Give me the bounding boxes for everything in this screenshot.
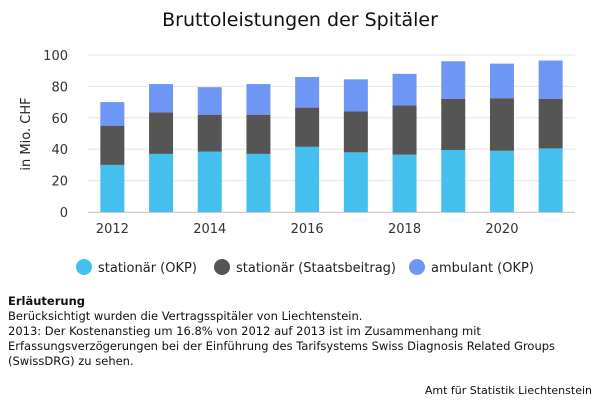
bar-segment — [441, 61, 466, 99]
y-tick-label: 40 — [51, 143, 68, 158]
y-tick-label: 20 — [51, 175, 68, 190]
bar-segment — [343, 152, 368, 212]
chart-title: Bruttoleistungen der Spitäler — [162, 9, 438, 31]
bar-segment — [295, 107, 320, 147]
bar-segment — [441, 98, 466, 150]
legend-marker — [76, 259, 92, 275]
bar-segment — [392, 105, 417, 155]
legend-marker — [409, 259, 425, 275]
bar-segment — [295, 146, 320, 212]
y-tick-label: 80 — [51, 80, 68, 95]
x-axis: 2012 2014 2016 2018 2020 — [88, 212, 575, 237]
legend-label: ambulant (OKP) — [431, 261, 534, 276]
bar-segment — [100, 164, 125, 212]
notes-line: Berücksichtigt wurden die Vertragsspitäl… — [8, 309, 363, 323]
legend-label: stationär (Staatsbeitrag) — [236, 261, 396, 276]
bar-segment — [489, 150, 514, 212]
x-tick-label: 2014 — [193, 222, 226, 237]
bar-segment — [295, 76, 320, 108]
bar-segment — [197, 87, 222, 115]
bar-segment — [489, 63, 514, 99]
legend: stationär (OKP) stationär (Staatsbeitrag)… — [76, 259, 534, 276]
bar-segment — [392, 154, 417, 212]
bar-segment — [343, 79, 368, 112]
legend-item[interactable]: stationär (Staatsbeitrag) — [214, 259, 396, 276]
y-axis-title: in Mio. CHF — [19, 97, 34, 170]
bar-segment — [392, 73, 417, 106]
bar-segment — [149, 112, 174, 154]
bar-segment — [538, 98, 563, 149]
bar-segment — [489, 98, 514, 151]
x-tick-label: 2020 — [485, 222, 518, 237]
bar-segment — [149, 84, 174, 113]
x-tick-label: 2012 — [96, 222, 129, 237]
bar-segment — [149, 153, 174, 212]
bar-segment — [100, 125, 125, 165]
legend-label: stationär (OKP) — [98, 261, 197, 276]
notes-heading: Erläuterung — [8, 294, 85, 308]
bar-segment — [197, 114, 222, 152]
bars — [100, 60, 563, 212]
y-axis: 0 20 40 60 80 100 — [43, 49, 68, 221]
bar-segment — [246, 114, 271, 154]
bar-segment — [538, 60, 563, 99]
legend-marker — [214, 259, 230, 275]
source-credit: Amt für Statistik Liechtenstein — [424, 384, 592, 397]
bar-segment — [538, 148, 563, 212]
x-tick-label: 2018 — [388, 222, 421, 237]
bar-segment — [197, 151, 222, 212]
chart: Bruttoleistungen der Spitäler 0 20 40 60 80 1… — [19, 9, 575, 276]
y-tick-label: 100 — [43, 49, 68, 64]
legend-item[interactable]: stationär (OKP) — [76, 259, 197, 276]
bar-segment — [441, 149, 466, 212]
x-tick-label: 2016 — [291, 222, 324, 237]
y-tick-label: 0 — [60, 206, 68, 221]
bar-segment — [246, 84, 271, 115]
y-tick-label: 60 — [51, 112, 68, 127]
notes: Erläuterung Berücksichtigt wurden die Ve… — [8, 294, 593, 369]
bar-segment — [246, 153, 271, 212]
bar-segment — [343, 111, 368, 153]
legend-item[interactable]: ambulant (OKP) — [409, 259, 534, 276]
notes-line: 2013: Der Kostenanstieg um 16.8% von 201… — [8, 324, 556, 368]
bar-segment — [100, 102, 125, 126]
